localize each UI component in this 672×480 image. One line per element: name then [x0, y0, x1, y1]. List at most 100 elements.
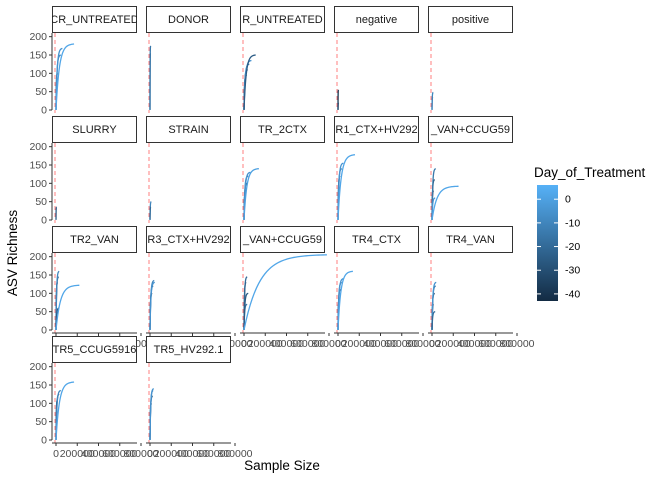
facet-strip-label: TR5_CCUG5916: [53, 344, 137, 356]
facet-strip-label: TR_2CTX: [258, 124, 308, 136]
facet-strip: [428, 226, 513, 253]
y-tick-label: 200: [29, 31, 47, 43]
facet-strip: [146, 6, 231, 33]
facet-strip-label: CR_UNTREATED: [50, 14, 138, 26]
rarefaction-curve: [431, 168, 436, 220]
x-tick-label: 200000: [60, 448, 95, 460]
y-tick-label: 50: [35, 306, 47, 318]
rarefaction-curve: [243, 171, 251, 220]
facet-strip-label: R3_CTX+HV292: [147, 234, 229, 246]
facet-strip: [334, 6, 419, 33]
facet-strip: [428, 116, 513, 143]
y-tick-label: 150: [29, 50, 47, 62]
x-tick-label: 800000: [217, 448, 252, 460]
facet-strip: [52, 6, 137, 33]
rarefaction-curve: [55, 206, 58, 220]
facet-strip: [146, 336, 231, 363]
facet-strip-label: SLURRY: [72, 124, 117, 136]
facet-strip-label: TR2_VAN: [70, 234, 119, 246]
legend-tick-label: 0: [565, 194, 571, 206]
facet-panel: positive: [428, 6, 513, 113]
facet-strip: [334, 116, 419, 143]
y-tick-label: 100: [29, 288, 47, 300]
facet-panel: TR2_VAN050100150200020000040000060000080…: [29, 226, 159, 350]
y-tick-label: 50: [35, 86, 47, 98]
y-tick-label: 0: [41, 215, 47, 227]
facet-panel: R3_CTX+HV2920200000400000600000800000: [146, 226, 253, 350]
facet-panel: negative: [334, 6, 419, 113]
facet-panels: CR_UNTREATED 0 50 100 150 200 DONOR R_UNTREATED…: [29, 6, 535, 460]
y-tick-label: 200: [29, 361, 47, 373]
x-tick-label: 0: [147, 448, 153, 460]
rarefaction-curve: [337, 154, 356, 220]
x-tick-label: 0: [53, 448, 59, 460]
facet-strip-label: TR5_HV292.1: [154, 344, 224, 356]
x-tick-label: 800000: [405, 338, 440, 350]
x-tick-label: 400000: [363, 338, 398, 350]
facet-panel: R_UNTREATED: [240, 6, 325, 113]
color-legend: Day_of_Treatment 0 -10 -20 -30 -40: [534, 165, 646, 301]
facet-strip: [240, 226, 325, 253]
facet-panel: SLURRY 0 50 100 150 200: [29, 116, 137, 227]
rarefaction-curve: [55, 389, 61, 440]
y-tick-label: 100: [29, 68, 47, 80]
facet-strip-label: negative: [356, 14, 398, 26]
facet-strip: [240, 116, 325, 143]
rarefaction-curve: [149, 206, 152, 220]
rarefaction-curve: [243, 54, 256, 110]
x-tick-label: 200000: [154, 448, 189, 460]
rarefaction-curve: [243, 292, 249, 330]
legend-tick-label: -30: [565, 265, 580, 277]
rarefaction-curve: [337, 162, 344, 220]
rarefaction-curve: [55, 284, 80, 330]
x-tick-label: 400000: [81, 448, 116, 460]
y-tick-label: 100: [29, 398, 47, 410]
rarefaction-curve: [431, 311, 436, 330]
rarefaction-curve: [55, 381, 75, 440]
rarefaction-curve: [337, 278, 344, 330]
x-tick-label: 0: [335, 338, 341, 350]
x-tick-label: 600000: [196, 448, 231, 460]
x-tick-label: 600000: [290, 338, 325, 350]
facet-strip: [428, 6, 513, 33]
rarefaction-curve: [149, 281, 155, 330]
rarefaction-curve: [431, 91, 434, 110]
x-tick-label: 0: [429, 338, 435, 350]
facet-strip: [52, 116, 137, 143]
rarefaction-curve: [149, 388, 154, 440]
y-tick-label: 50: [35, 196, 47, 208]
facet-panel: R1_CTX+HV292: [334, 116, 419, 223]
facet-strip: [240, 6, 325, 33]
facet-strip-label: _VAN+CCUG59: [242, 234, 322, 246]
legend-tick-label: -40: [565, 288, 580, 300]
rarefaction-curve: [337, 270, 353, 330]
x-tick-label: 600000: [384, 338, 419, 350]
x-tick-label: 800000: [311, 338, 346, 350]
facet-strip: [52, 336, 137, 363]
y-tick-label: 0: [41, 325, 47, 337]
legend-tick-label: -10: [565, 217, 580, 229]
facet-panel: _VAN+CCUG59: [428, 116, 513, 223]
rarefaction-curve: [55, 270, 60, 330]
x-tick-label: 400000: [269, 338, 304, 350]
facet-strip: [146, 116, 231, 143]
facet-strip-label: TR4_VAN: [446, 234, 495, 246]
x-axis-title: Sample Size: [244, 458, 320, 473]
rarefaction-curve: [431, 197, 436, 220]
y-tick-label: 150: [29, 380, 47, 392]
y-axis-title: ASV Richness: [5, 210, 20, 297]
y-tick-label: 150: [29, 160, 47, 172]
y-tick-label: 150: [29, 270, 47, 282]
x-tick-label: 600000: [478, 338, 513, 350]
x-tick-label: 200000: [248, 338, 283, 350]
legend-tick-label: -20: [565, 241, 580, 253]
facet-panel: CR_UNTREATED 0 50 100 150 200: [29, 6, 138, 117]
rarefaction-curve: [243, 276, 248, 330]
x-tick-label: 800000: [499, 338, 534, 350]
y-tick-label: 0: [41, 105, 47, 117]
